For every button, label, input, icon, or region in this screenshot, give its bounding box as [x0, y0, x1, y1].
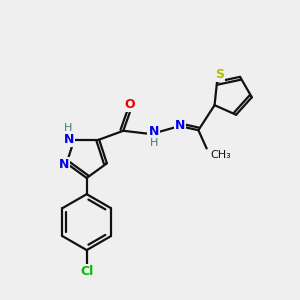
Text: N: N	[148, 125, 159, 138]
Text: H: H	[149, 138, 158, 148]
Text: O: O	[124, 98, 135, 111]
Text: N: N	[59, 158, 69, 171]
Text: Cl: Cl	[80, 265, 93, 278]
Text: CH₃: CH₃	[210, 150, 231, 160]
Text: N: N	[175, 119, 185, 132]
Text: N: N	[64, 133, 74, 146]
Text: S: S	[215, 68, 224, 81]
Text: H: H	[64, 123, 72, 134]
